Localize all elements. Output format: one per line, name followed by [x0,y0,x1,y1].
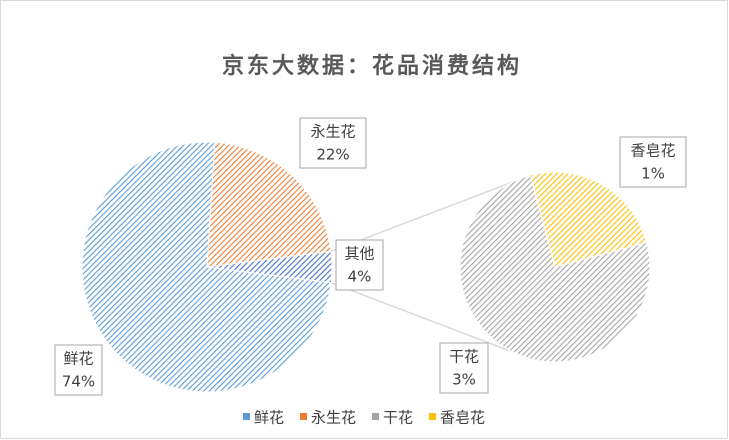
data-label-name: 鲜花 [63,350,93,368]
data-label-name: 干花 [449,348,479,366]
legend-marker [429,413,437,420]
data-label-name: 永生花 [310,123,355,141]
data-label-value: 1% [641,165,665,183]
legend-marker [300,413,308,420]
pie-slice [206,141,332,268]
data-label-name: 香皂花 [630,142,675,160]
data-label-box [335,239,384,291]
chart-title: 京东大数据：花品消费结构 [222,53,522,79]
pie-slice [459,174,651,363]
data-label-box [439,342,489,394]
data-label-value: 4% [348,268,372,286]
legend-label: 永生花 [311,409,356,427]
legend-marker [243,413,250,420]
data-label-box [299,117,367,169]
pie-slice [529,171,648,268]
pie-slice [206,250,333,284]
data-label-box [54,344,103,396]
data-label-value: 22% [316,146,349,164]
legend-label: 干花 [383,409,413,427]
connector-line [330,174,531,253]
data-label-value: 3% [452,371,476,389]
connector-line [330,281,531,360]
data-label-box [619,136,687,188]
data-label-name: 其他 [344,245,374,263]
legend-marker [372,413,380,420]
legend-label: 鲜花 [254,409,284,427]
legend-label: 香皂花 [440,409,485,427]
data-label-value: 74% [62,373,95,391]
